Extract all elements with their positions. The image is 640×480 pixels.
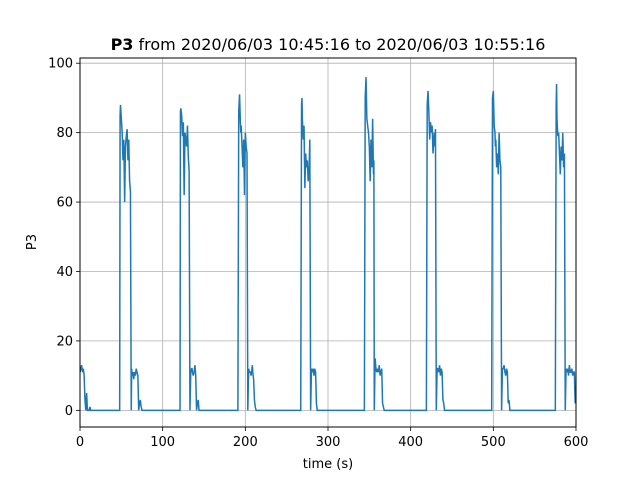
y-tick-label: 0 — [65, 404, 73, 419]
plot-area — [80, 77, 576, 412]
x-tick-label: 400 — [398, 435, 423, 450]
x-tick-label: 100 — [150, 435, 175, 450]
y-axis: 0 20 40 60 80 100 — [48, 57, 80, 419]
y-tick-label: 20 — [56, 334, 73, 349]
x-tick-label: 200 — [233, 435, 258, 450]
y-tick-label: 60 — [56, 196, 73, 211]
y-tick-label: 40 — [56, 265, 73, 280]
x-axis-label: time (s) — [303, 457, 353, 472]
series-line — [80, 77, 576, 412]
y-tick-label: 100 — [48, 57, 73, 72]
x-tick-label: 0 — [76, 435, 84, 450]
x-tick-label: 600 — [564, 435, 589, 450]
x-tick-label: 500 — [481, 435, 506, 450]
y-axis-label: P3 — [25, 234, 40, 250]
chart-title-bold: P3 — [111, 35, 134, 54]
chart-title-rest: from 2020/06/03 10:45:16 to 2020/06/03 1… — [133, 35, 545, 54]
x-axis: 0 100 200 300 400 500 600 — [76, 427, 589, 450]
y-tick-label: 80 — [56, 126, 73, 141]
chart-title: P3 from 2020/06/03 10:45:16 to 2020/06/0… — [111, 35, 546, 54]
x-tick-label: 300 — [316, 435, 341, 450]
